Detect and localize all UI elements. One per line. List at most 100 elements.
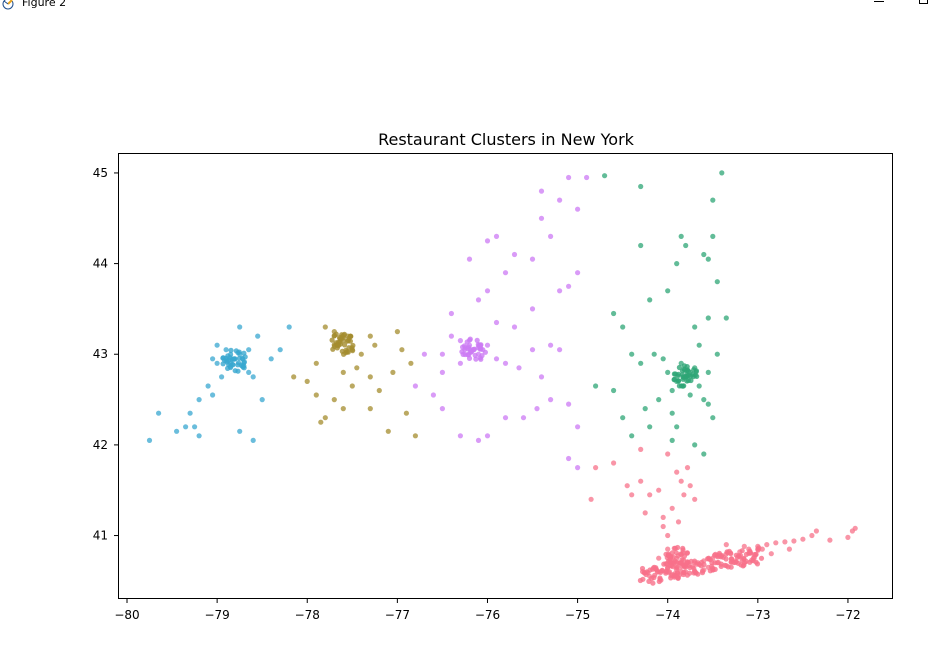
scatter-point — [701, 251, 707, 258]
scatter-point — [699, 559, 705, 565]
scatter-point — [240, 363, 246, 369]
scatter-point — [620, 415, 626, 421]
scatter-point — [696, 342, 702, 348]
minimize-button[interactable] — [868, 0, 888, 9]
scatter-point — [529, 306, 536, 312]
scatter-point — [475, 297, 482, 303]
scatter-point — [174, 428, 180, 434]
scatter-point — [448, 310, 454, 317]
scatter-point — [671, 377, 677, 383]
scatter-point — [557, 197, 563, 203]
scatter-point — [753, 559, 759, 565]
scatter-point — [714, 351, 720, 357]
scatter-point — [250, 374, 256, 380]
x-tick-label: −78 — [295, 608, 320, 622]
scatter-point — [659, 567, 665, 574]
scatter-point — [676, 383, 683, 389]
scatter-point — [341, 351, 347, 357]
scatter-point — [268, 356, 274, 362]
x-tick-label: −72 — [835, 608, 860, 622]
scatter-point — [741, 543, 747, 550]
scatter-point — [223, 347, 229, 353]
scatter-point — [602, 173, 608, 179]
scatter-point — [696, 383, 702, 389]
scatter-point — [403, 410, 409, 416]
scatter-point — [682, 562, 689, 569]
scatter-point — [230, 356, 236, 362]
matplotlib-figure-icon — [2, 0, 14, 10]
scatter-points — [146, 170, 858, 586]
scatter-point — [741, 556, 747, 562]
scatter-point — [399, 347, 405, 353]
scatter-point — [692, 324, 698, 330]
scatter-point — [335, 343, 341, 349]
scatter-point — [640, 569, 646, 575]
scatter-point — [660, 356, 666, 362]
scatter-point — [647, 297, 653, 303]
scatter-point — [210, 356, 216, 362]
scatter-point — [723, 315, 729, 321]
scatter-point — [242, 354, 248, 360]
scatter-point — [654, 569, 661, 575]
scatter-point — [593, 465, 599, 471]
maximize-button[interactable] — [914, 0, 934, 9]
scatter-point — [236, 355, 243, 361]
scatter-point — [337, 335, 343, 341]
scatter-point — [566, 174, 572, 181]
scatter-point — [674, 469, 680, 475]
scatter-point — [430, 392, 436, 398]
scatter-point — [196, 397, 202, 403]
scatter-point — [680, 376, 686, 382]
scatter-point — [219, 374, 225, 380]
scatter-point — [786, 546, 793, 552]
scatter-point — [660, 514, 666, 521]
scatter-point — [566, 401, 572, 407]
scatter-point — [246, 369, 252, 375]
scatter-point — [318, 419, 324, 425]
scatter-point — [638, 478, 644, 484]
scatter-point — [457, 433, 463, 439]
scatter-point — [394, 329, 400, 335]
scatter-point — [684, 465, 691, 471]
scatter-point — [566, 455, 572, 462]
scatter-point — [800, 536, 806, 542]
scatter-point — [674, 424, 680, 430]
scatter-point — [705, 401, 711, 407]
scatter-point — [479, 353, 485, 359]
scatter-point — [701, 451, 707, 457]
scatter-point — [341, 332, 347, 338]
x-tick-label: −80 — [114, 608, 139, 622]
scatter-point — [502, 360, 509, 366]
scatter-point — [755, 546, 761, 552]
scatter-point — [692, 442, 698, 448]
scatter-point — [687, 483, 693, 489]
scatter-point — [773, 540, 779, 546]
scatter-point — [701, 397, 707, 403]
scatter-point — [687, 570, 693, 576]
scatter-point — [827, 537, 833, 543]
scatter-point — [676, 364, 683, 371]
y-axis: 41 42 43 44 45 — [93, 166, 118, 543]
scatter-point — [575, 424, 581, 430]
scatter-point — [457, 360, 463, 366]
scatter-point — [705, 256, 711, 262]
scatter-point — [484, 288, 491, 294]
scatter-point — [502, 415, 509, 421]
scatter-point — [674, 261, 680, 267]
scatter-point — [706, 556, 712, 562]
scatter-point — [210, 392, 216, 398]
scatter-point — [733, 559, 739, 565]
scatter-point — [340, 369, 346, 375]
scatter-point — [183, 424, 189, 430]
y-tick-label: 41 — [93, 529, 108, 543]
window-title: Figure 2 — [22, 0, 67, 9]
scatter-point — [538, 215, 545, 221]
scatter-point — [710, 233, 716, 239]
scatter-point — [681, 553, 688, 559]
scatter-point — [673, 550, 679, 556]
scatter-point — [620, 324, 626, 330]
scatter-point — [566, 283, 572, 289]
scatter-point — [192, 424, 198, 430]
scatter-point — [367, 406, 373, 412]
